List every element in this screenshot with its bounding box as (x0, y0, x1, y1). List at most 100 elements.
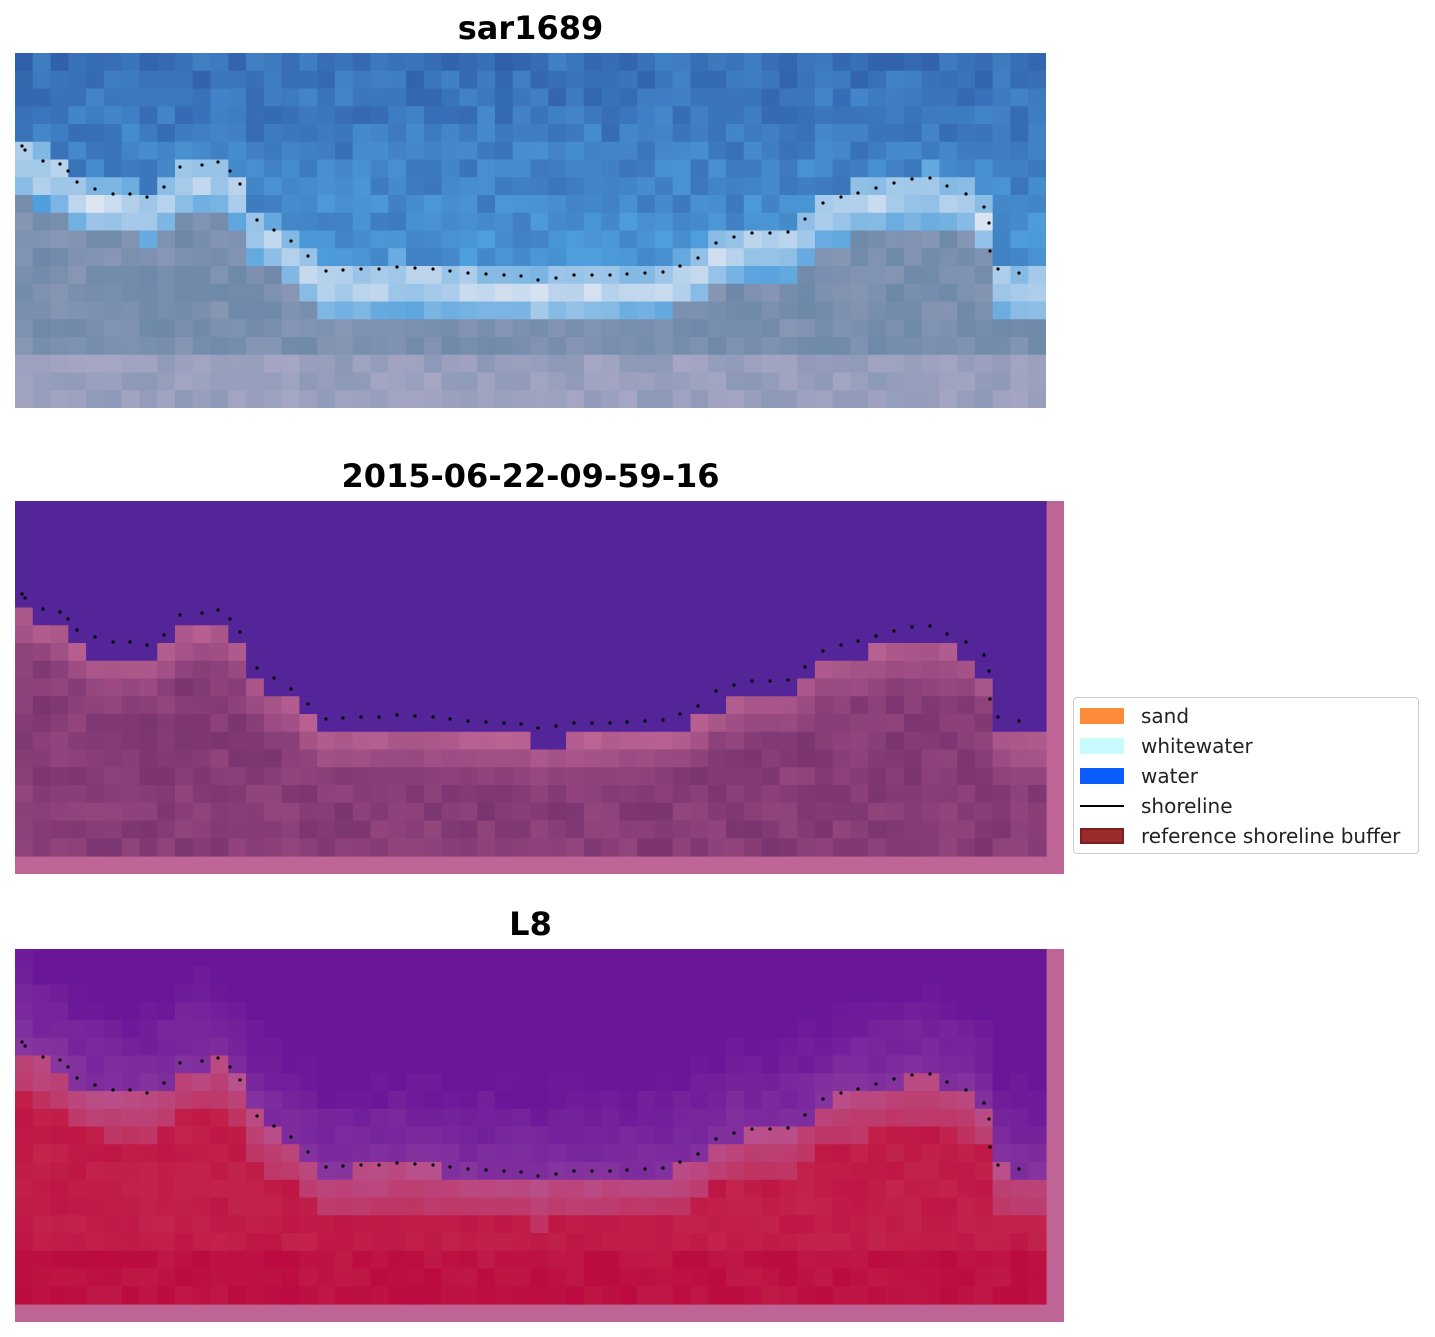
image-pixel (797, 1037, 816, 1057)
image-pixel (957, 354, 976, 374)
image-pixel (157, 230, 176, 249)
image-pixel (743, 53, 763, 72)
shoreline-point (536, 726, 540, 730)
image-pixel (619, 984, 638, 1003)
image-pixel (15, 301, 34, 320)
image-pixel (157, 354, 176, 374)
image-pixel (121, 354, 141, 374)
image-pixel (459, 230, 478, 249)
image-pixel (459, 301, 478, 320)
image-pixel (174, 1126, 194, 1145)
shoreline-point (982, 1101, 986, 1105)
image-pixel (939, 949, 958, 968)
image-pixel (139, 53, 158, 72)
image-pixel (406, 966, 425, 986)
image-pixel (850, 354, 869, 374)
image-pixel (939, 966, 958, 986)
image-pixel (103, 124, 123, 143)
image-pixel (50, 1286, 69, 1305)
image-pixel (228, 643, 247, 662)
image-pixel (68, 1233, 87, 1252)
image-pixel (583, 518, 603, 538)
image-pixel (334, 1073, 354, 1092)
image-pixel (619, 70, 638, 90)
image-pixel (121, 1108, 141, 1128)
image-pixel (32, 390, 52, 408)
image-pixel (441, 159, 460, 178)
image-pixel (708, 1073, 727, 1092)
image-pixel (708, 319, 727, 338)
image-pixel (388, 195, 407, 214)
image-pixel (637, 53, 656, 72)
image-pixel (566, 106, 585, 125)
image-pixel (246, 124, 265, 143)
image-pixel (921, 1020, 940, 1039)
image-pixel (921, 70, 940, 90)
image-pixel (32, 554, 52, 573)
image-pixel (494, 501, 514, 520)
image-pixel (690, 70, 709, 90)
image-pixel (797, 283, 816, 303)
image-pixel (512, 1073, 532, 1092)
image-pixel (459, 248, 478, 267)
image-pixel (121, 984, 141, 1003)
image-pixel (494, 984, 514, 1003)
image-pixel (601, 984, 620, 1003)
image-pixel (992, 589, 1012, 609)
image-pixel (192, 124, 212, 143)
image-pixel (814, 678, 834, 697)
image-pixel (299, 714, 318, 733)
image-pixel (139, 767, 158, 786)
image-pixel (494, 1037, 514, 1057)
image-pixel (157, 678, 176, 697)
image-pixel (32, 984, 52, 1003)
image-pixel (512, 106, 532, 125)
image-pixel (583, 1037, 603, 1057)
shoreline-point (228, 617, 232, 621)
image-pixel (992, 1197, 1012, 1216)
image-pixel (672, 607, 692, 626)
image-pixel (530, 195, 549, 214)
image-pixel (317, 372, 336, 391)
image-pixel (406, 949, 425, 968)
image-pixel (370, 767, 389, 786)
image-pixel (210, 660, 229, 680)
image-pixel (548, 1055, 567, 1074)
image-pixel (743, 88, 763, 107)
image-pixel (974, 536, 994, 555)
image-pixel (903, 838, 923, 857)
image-pixel (192, 1162, 212, 1181)
image-pixel (548, 1144, 567, 1163)
image-pixel (157, 820, 176, 839)
image-pixel (797, 625, 816, 644)
image-pixel (139, 212, 158, 232)
image-pixel (139, 390, 158, 408)
image-pixel (530, 572, 549, 591)
image-pixel (530, 1002, 549, 1021)
image-pixel (654, 1073, 674, 1092)
image-pixel (68, 554, 87, 573)
image-pixel (459, 195, 478, 214)
image-pixel (619, 966, 638, 986)
image-pixel (157, 177, 176, 196)
image-pixel (1010, 88, 1029, 107)
image-pixel (974, 678, 994, 697)
image-pixel (761, 518, 780, 538)
image-pixel (566, 572, 585, 591)
image-pixel (672, 283, 692, 303)
image-pixel (192, 785, 212, 804)
image-pixel (690, 696, 709, 715)
image-pixel (15, 749, 34, 768)
image-pixel (690, 518, 709, 538)
image-pixel (886, 141, 905, 161)
image-pixel (334, 802, 354, 822)
image-pixel (619, 554, 638, 573)
image-pixel (86, 625, 105, 644)
image-pixel (334, 838, 354, 857)
image-pixel (32, 1037, 52, 1057)
image-pixel (583, 177, 603, 196)
image-pixel (103, 607, 123, 626)
image-pixel (868, 283, 887, 303)
image-pixel (32, 838, 52, 857)
image-pixel (210, 731, 229, 751)
